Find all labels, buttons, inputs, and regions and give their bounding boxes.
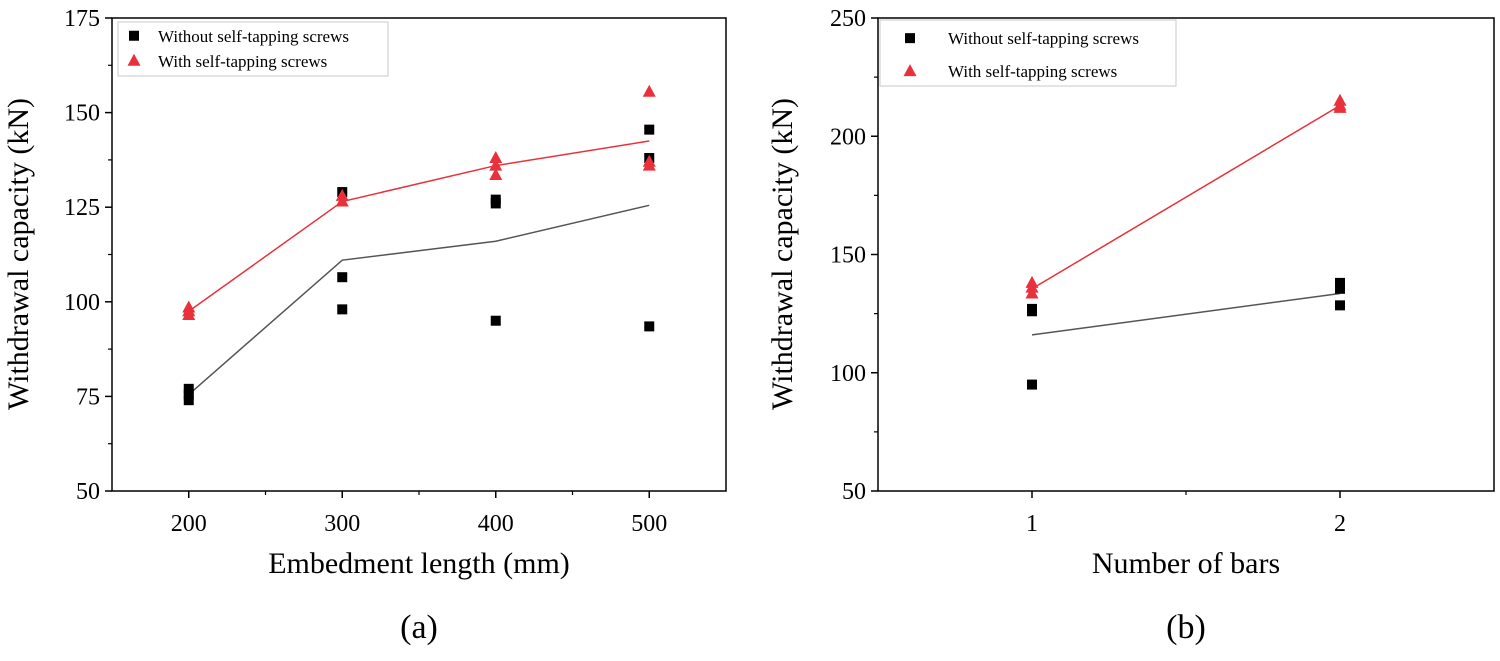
x-axis-title: Embedment length (mm) xyxy=(268,547,570,580)
y-tick-label: 50 xyxy=(842,479,866,505)
x-tick-label: 1 xyxy=(1026,511,1038,537)
y-tick-label: 150 xyxy=(830,243,866,269)
data-point-square xyxy=(1335,283,1345,294)
legend-label: With self-tapping screws xyxy=(948,62,1117,81)
mean-line xyxy=(1031,104,1341,290)
panel-label: (b) xyxy=(1166,609,1206,646)
y-axis-title: Withdrawal capacity (kN) xyxy=(766,98,799,410)
data-point-square xyxy=(183,395,194,406)
y-tick-label: 100 xyxy=(64,290,100,316)
legend-label: With self-tapping screws xyxy=(158,52,327,71)
data-point-square xyxy=(1027,306,1037,317)
legend-marker xyxy=(127,53,141,66)
panel-b: 50 100 150 200 250 1 2 Withdrawal capacity (kN)… xyxy=(766,6,1495,646)
legend-label: Without self-tapping screws xyxy=(948,29,1139,48)
legend-marker xyxy=(905,33,915,44)
data-point-triangle xyxy=(489,151,503,164)
data-point-square xyxy=(1335,300,1345,311)
data-point-triangle xyxy=(182,308,196,321)
legend-marker xyxy=(903,64,917,77)
x-tick-label: 200 xyxy=(171,511,207,537)
data-point-triangle xyxy=(489,168,503,181)
y-tick-label: 150 xyxy=(64,101,100,127)
y-tick-label: 200 xyxy=(830,124,866,150)
y-tick-label: 100 xyxy=(830,361,866,387)
mean-line xyxy=(188,204,650,396)
legend-box xyxy=(117,21,389,77)
y-axis-title: Withdrawal capacity (kN) xyxy=(2,98,35,410)
data-point-square xyxy=(183,383,194,394)
data-point-square xyxy=(337,304,348,315)
data-point-square xyxy=(1027,379,1037,390)
legend-marker xyxy=(129,30,139,41)
data-point-triangle xyxy=(1333,100,1347,113)
data-point-square xyxy=(337,272,348,283)
legend-label: Without self-tapping screws xyxy=(158,27,349,46)
legend-box xyxy=(879,19,1177,87)
x-tick-label: 400 xyxy=(478,511,514,537)
x-tick-label: 2 xyxy=(1334,511,1346,537)
data-point-square xyxy=(644,124,655,135)
x-axis-title: Number of bars xyxy=(1092,547,1280,580)
plot-frame xyxy=(111,17,727,492)
data-point-square xyxy=(1335,277,1345,288)
mean-line xyxy=(1031,292,1341,336)
data-point-square xyxy=(490,198,501,209)
data-point-square xyxy=(183,389,194,400)
data-point-triangle xyxy=(642,84,656,97)
y-tick-label: 50 xyxy=(76,479,100,505)
y-tick-label: 175 xyxy=(64,6,100,32)
data-point-square xyxy=(644,321,655,332)
data-point-triangle xyxy=(642,158,656,171)
data-point-triangle xyxy=(335,194,349,207)
y-tick-label: 125 xyxy=(64,195,100,221)
mean-line xyxy=(188,140,650,312)
data-point-square xyxy=(490,315,501,326)
panel-label: (a) xyxy=(400,609,438,646)
x-tick-label: 500 xyxy=(631,511,667,537)
data-point-triangle xyxy=(489,158,503,171)
plot-frame xyxy=(877,17,1495,492)
panel-a: 50 75 100 125 150 175 200 300 400 500 Withdrawal c… xyxy=(2,6,727,646)
y-tick-label: 250 xyxy=(830,6,866,32)
y-tick-label: 75 xyxy=(76,384,100,410)
x-tick-label: 300 xyxy=(324,511,360,537)
data-point-triangle xyxy=(1025,286,1039,299)
